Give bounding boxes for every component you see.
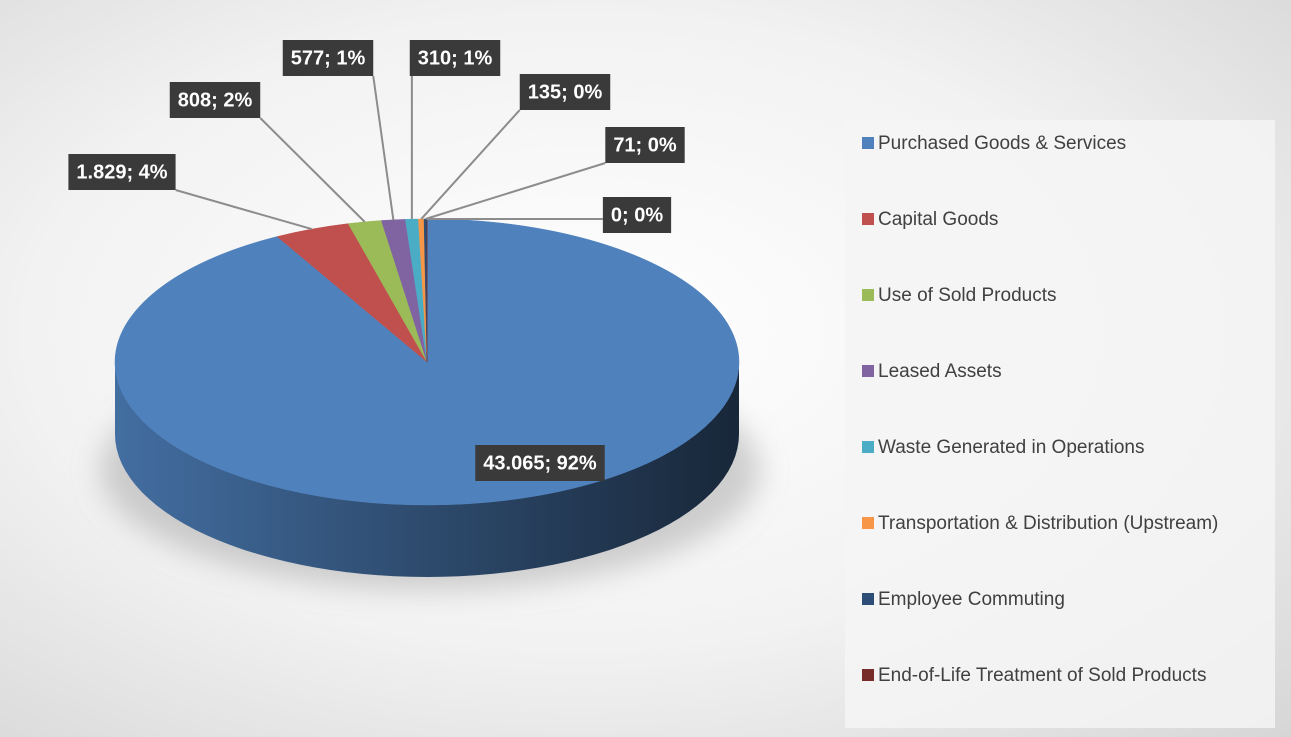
data-label-box [409,40,501,76]
legend-swatch [862,517,874,529]
legend-swatch [862,593,874,605]
legend-swatch [862,213,874,225]
legend-label: Transportation & Distribution (Upstream) [878,513,1218,534]
legend-label: Waste Generated in Operations [878,437,1145,458]
data-label: 1.829; 4% [76,161,167,183]
data-label-box [605,127,685,163]
data-label: 310; 1% [418,47,493,69]
data-label: 0; 0% [611,204,663,226]
legend-label: Leased Assets [878,361,1002,382]
data-label-box [282,40,374,76]
data-label: 135; 0% [528,81,603,103]
legend-label: Purchased Goods & Services [878,133,1126,154]
data-label: 808; 2% [178,89,253,111]
data-label: 71; 0% [613,134,677,156]
legend-label: Use of Sold Products [878,285,1056,306]
leader-line [420,109,521,220]
data-label-box [475,445,605,481]
legend-swatch [862,669,874,681]
data-label-box [169,82,261,118]
legend-label: Capital Goods [878,209,998,230]
data-label: 43.065; 92% [483,452,597,474]
legend-label: End-of-Life Treatment of Sold Products [878,665,1206,686]
legend-swatch [862,441,874,453]
data-label-box [68,154,176,190]
data-label-box [602,197,672,233]
data-label-box [519,74,611,110]
legend-swatch [862,289,874,301]
data-label: 577; 1% [291,47,366,69]
slice-side [115,362,739,577]
leader-line [175,189,313,231]
legend-box [845,120,1275,728]
leader-line [425,162,606,220]
legend-swatch [862,365,874,377]
legend-label: Employee Commuting [878,589,1065,610]
leader-line [372,75,395,220]
legend-swatch [862,137,874,149]
leader-line [259,117,366,223]
